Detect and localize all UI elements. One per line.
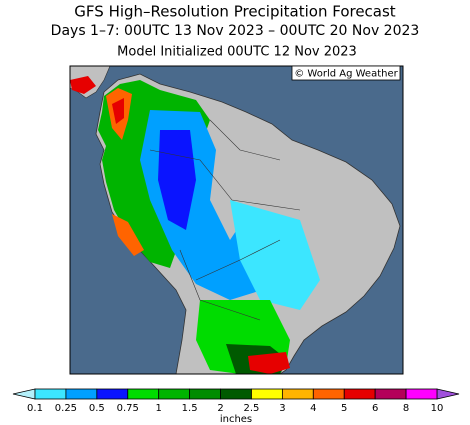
colorbar-bin bbox=[96, 388, 129, 400]
precip-area bbox=[230, 200, 320, 310]
colorbar-bin bbox=[127, 388, 160, 400]
border bbox=[149, 119, 301, 321]
colorbar-label: 10 bbox=[431, 403, 444, 414]
colorbar-label: 0.1 bbox=[27, 403, 43, 414]
map-title: GFS High–Resolution Precipitation Foreca… bbox=[74, 3, 396, 21]
precip-area bbox=[112, 98, 124, 124]
colorbar-bin bbox=[281, 388, 314, 400]
colorbar-bin bbox=[251, 388, 283, 400]
colorbar-label: 0.5 bbox=[89, 403, 105, 414]
colorbar-bin bbox=[189, 388, 221, 400]
colorbar-label: 1.5 bbox=[182, 403, 198, 414]
colorbar-label: 0.75 bbox=[117, 403, 139, 414]
map: © World Ag Weather bbox=[69, 65, 404, 375]
colorbar-label: 8 bbox=[403, 403, 409, 414]
colorbar-label: 3 bbox=[279, 403, 285, 414]
colorbar-bin bbox=[158, 388, 191, 400]
credit-box bbox=[291, 65, 401, 81]
precip-area bbox=[248, 352, 290, 374]
colorbar-over bbox=[436, 388, 460, 400]
colorbar-under bbox=[12, 388, 36, 400]
colorbar-label: 2.5 bbox=[244, 403, 260, 414]
colorbar-bin bbox=[220, 388, 252, 400]
model-initialized: Model Initialized 00UTC 12 Nov 2023 bbox=[117, 45, 357, 60]
colorbar-bin bbox=[343, 388, 376, 400]
colorbar-bin bbox=[65, 388, 98, 400]
colorbar-unit: inches bbox=[220, 414, 252, 425]
colorbar-label: 1 bbox=[156, 403, 162, 414]
colorbar-label: 5 bbox=[341, 403, 347, 414]
precip-area bbox=[158, 130, 196, 230]
colorbar-label: 0.25 bbox=[55, 403, 77, 414]
colorbar-label: 2 bbox=[217, 403, 223, 414]
colorbar-bin bbox=[34, 388, 67, 400]
credit: © World Ag Weather bbox=[294, 69, 398, 80]
colorbar-bin bbox=[405, 388, 438, 400]
colorbar-label: 4 bbox=[310, 403, 316, 414]
colorbar: 0.1 0.25 0.5 0.75 1 1.5 2 2.5 3 4 5 6 8 10 inches bbox=[12, 388, 460, 425]
precip-area bbox=[112, 214, 144, 256]
precip-area bbox=[70, 76, 96, 94]
colorbar-bin bbox=[374, 388, 407, 400]
colorbar-bin bbox=[312, 388, 345, 400]
colorbar-label: 6 bbox=[372, 403, 378, 414]
map-frame bbox=[69, 65, 404, 375]
map-subtitle: Days 1–7: 00UTC 13 Nov 2023 – 00UTC 20 N… bbox=[51, 23, 420, 39]
